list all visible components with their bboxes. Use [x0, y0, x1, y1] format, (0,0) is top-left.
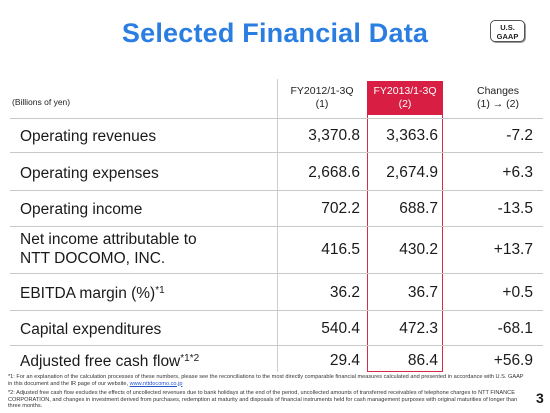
row-label-net-income: Net income attributable to NTT DOCOMO, I…: [20, 231, 197, 267]
column-header-changes: Changes (1) → (2): [476, 85, 520, 110]
cell-change-net-income: +13.7: [493, 241, 533, 258]
cell-fy2013-ebitda-margin: 36.7: [407, 284, 438, 301]
cell-fy2012-operating-expenses: 2,668.6: [308, 164, 360, 181]
page-number: 3: [536, 390, 544, 406]
row-divider: [10, 273, 543, 274]
row-label-operating-revenues: Operating revenues: [20, 128, 157, 145]
column-header-fy2013: FY2013/1-3Q (2): [367, 81, 443, 115]
cell-fy2012-capital-expenditures: 540.4: [321, 320, 360, 337]
cell-fy2013-adjusted-free-cash-flow: 86.4: [407, 352, 438, 369]
row-divider: [10, 118, 543, 119]
cell-fy2013-capital-expenditures: 472.3: [399, 320, 438, 337]
cell-change-adjusted-free-cash-flow: +56.9: [493, 352, 533, 369]
column-divider: [277, 79, 278, 372]
footnote-1: *1: For an explanation of the calculatio…: [8, 374, 524, 387]
cell-change-ebitda-margin: +0.5: [502, 284, 533, 301]
footnote-2: *2: Adjusted free cash flow excludes the…: [8, 390, 518, 410]
row-label-adjusted-free-cash-flow: Adjusted free cash flow*1*2: [20, 353, 200, 370]
cell-change-operating-income: -13.5: [497, 200, 533, 217]
row-divider: [10, 152, 543, 153]
row-divider: [10, 226, 543, 227]
unit-label: (Billions of yen): [12, 97, 71, 107]
us-gaap-badge: U.S. GAAP: [490, 20, 525, 42]
cell-fy2012-ebitda-margin: 36.2: [329, 284, 360, 301]
cell-fy2012-operating-income: 702.2: [321, 200, 360, 217]
row-label-operating-expenses: Operating expenses: [20, 165, 159, 182]
cell-fy2013-operating-expenses: 2,674.9: [386, 164, 438, 181]
row-label-capital-expenditures: Capital expenditures: [20, 321, 162, 338]
cell-change-operating-revenues: -7.2: [506, 127, 533, 144]
cell-change-capital-expenditures: -68.1: [497, 320, 533, 337]
cell-fy2012-operating-revenues: 3,370.8: [308, 127, 360, 144]
cell-fy2013-operating-revenues: 3,363.6: [386, 127, 438, 144]
cell-change-operating-expenses: +6.3: [502, 164, 533, 181]
cell-fy2012-adjusted-free-cash-flow: 29.4: [329, 352, 360, 369]
row-label-operating-income: Operating income: [20, 201, 143, 218]
website-link[interactable]: www.nttdocomo.co.jp: [129, 380, 183, 387]
cell-fy2013-operating-income: 688.7: [399, 200, 438, 217]
column-header-fy2012: FY2012/1-3Q (1): [290, 85, 354, 110]
row-divider: [10, 190, 543, 191]
row-divider: [10, 310, 543, 311]
page-title: Selected Financial Data: [121, 18, 429, 48]
row-divider: [10, 345, 543, 346]
cell-fy2013-net-income: 430.2: [399, 241, 438, 258]
row-label-ebitda-margin: EBITDA margin (%)*1: [20, 285, 165, 302]
cell-fy2012-net-income: 416.5: [321, 241, 360, 258]
